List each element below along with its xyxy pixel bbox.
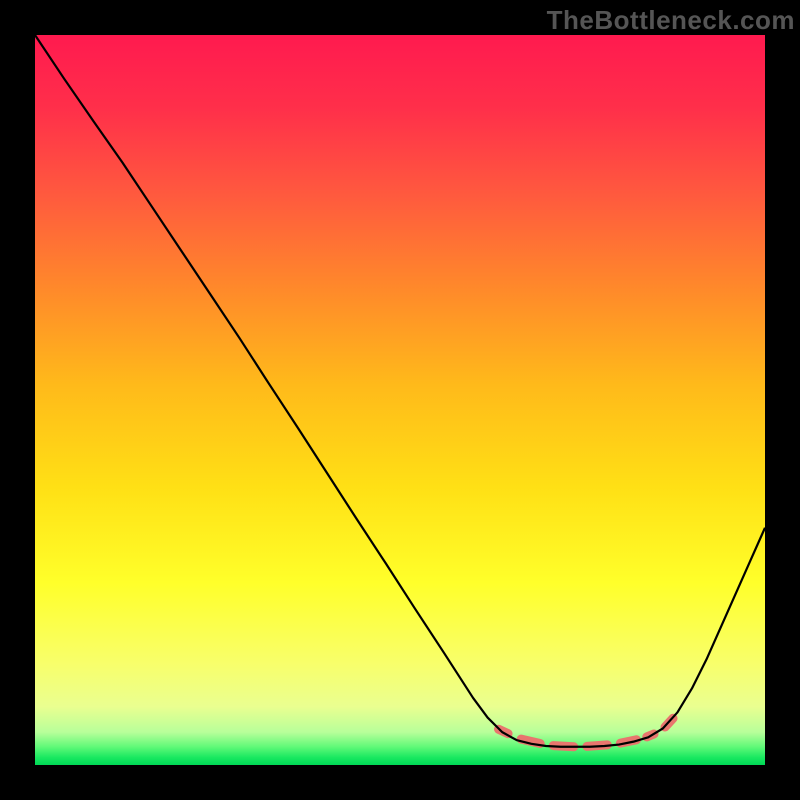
plot-area: [35, 35, 765, 765]
watermark-text: TheBottleneck.com: [547, 5, 795, 36]
gradient-background: [35, 35, 765, 765]
